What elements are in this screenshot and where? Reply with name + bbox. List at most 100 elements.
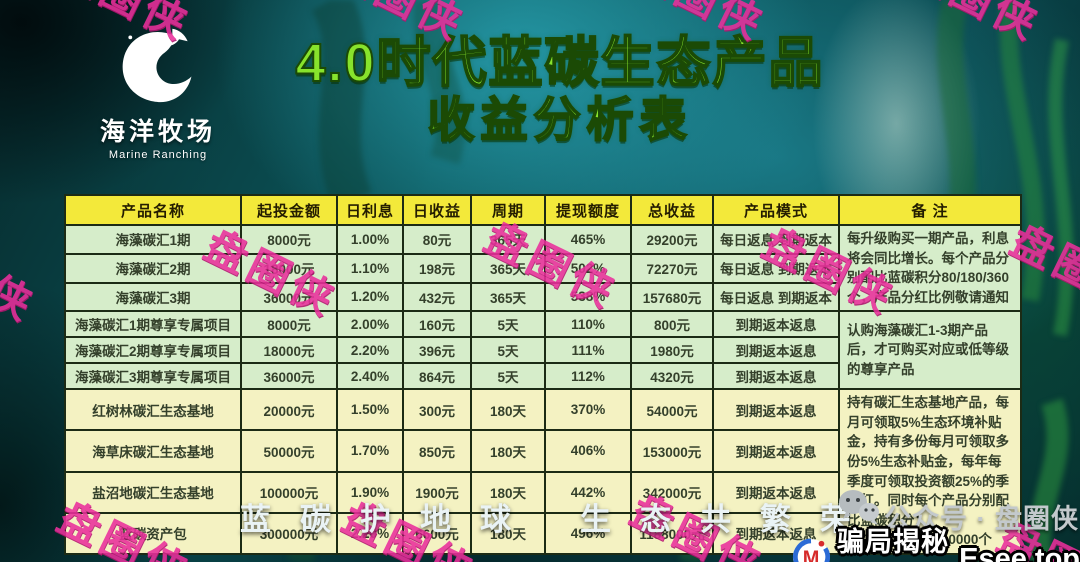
cell-daily: 160元 [402,310,472,339]
table-row: 海藻碳汇3期尊享专属项目 36000元 2.40% 864元 5天 112% 4… [64,362,1021,391]
table-header-row: 产品名称 起投金额 日利息 日收益 周期 提现额度 总收益 产品模式 备 注 [64,194,1022,226]
page-title: 4.0时代蓝碳生态产品 收益分析表 [245,32,875,147]
header-product-name: 产品名称 [64,194,242,226]
cell-name: 海藻碳汇1期尊享专属项目 [64,310,242,339]
cell-rate: 2.20% [336,511,404,555]
cell-name: 海草床碳汇生态基地 [64,429,242,473]
cell-total: 153000元 [630,429,714,473]
cell-mode: 每日返息 到期返本 [712,252,840,284]
cell-amount: 8000元 [240,224,338,255]
cell-rate: 1.10% [336,252,404,284]
cell-mode: 到期返本返息 [712,310,840,339]
marine-ranching-logo: 海洋牧场 Marine Ranching [92,24,224,161]
cell-period: 5天 [470,336,546,365]
header-min-invest: 起投金额 [240,194,338,226]
cell-mode: 到期返本返息 [712,511,840,555]
cell-daily: 432元 [402,281,472,313]
cell-amount: 36000元 [240,281,338,313]
title-line-2: 收益分析表 [427,92,693,147]
cell-name: 红树林碳汇生态基地 [64,388,242,432]
cell-total: 29200元 [630,224,714,255]
cell-period: 180天 [470,429,546,473]
cell-total: 157680元 [630,281,714,313]
cell-mode: 每日返息 到期返本 [712,281,840,313]
site-url[interactable]: Esee.top [959,542,1080,562]
note-cell-group2: 认购海藻碳汇1-3期产品后，才可购买对应或低等级的尊享产品 [838,310,1022,391]
slogan-ecology: 生态共繁荣 [580,502,880,537]
header-withdraw-quota: 提现额度 [544,194,632,226]
cell-daily: 864元 [402,362,472,391]
header-daily-income: 日收益 [402,194,472,226]
cell-mode: 每日返息 到期返本 [712,224,840,255]
cell-mode: 到期返本返息 [712,470,840,514]
cell-rate: 1.90% [336,470,404,514]
cell-amount: 100000元 [240,470,338,514]
cell-mode: 到期返本返息 [712,362,840,391]
cell-quota: 112% [544,362,632,391]
site-name[interactable]: 骗局揭秘网 [837,527,949,557]
logo-subtitle: Marine Ranching [108,149,208,161]
cell-quota: 465% [544,224,632,255]
cell-period: 365天 [470,252,546,284]
slogan-blue-carbon: 蓝碳护地球 [240,502,540,537]
cell-name: 海藻碳汇2期 [64,252,242,284]
title-line-1: 4.0时代蓝碳生态产品 [294,32,825,94]
cell-name: 海藻碳汇3期尊享专属项目 [64,362,242,391]
cell-daily: 80元 [402,224,472,255]
table-row: 盐沼地碳汇生态基地 100000元 1.90% 1900元 180天 442% … [64,470,1021,514]
table-row: 篮碳资产包 300000元 2.20% 6600元 180天 496% 1188… [64,511,1021,555]
cell-daily: 850元 [402,429,472,473]
cell-quota: 406% [544,429,632,473]
header-remarks: 备 注 [838,194,1022,226]
brand-bar: M 骗局揭秘网 Esee.top [792,520,1080,562]
cell-name: 海藻碳汇1期 [64,224,242,255]
cell-period: 180天 [470,470,546,514]
cell-period: 180天 [470,388,546,432]
table-row: 海藻碳汇2期 18000元 1.10% 198元 365天 502% 72270… [64,252,1021,284]
table-row: 海藻碳汇3期 36000元 1.20% 432元 365天 538% 15768… [64,281,1021,313]
cell-total: 1188000元 [630,511,714,555]
cell-name: 海藻碳汇3期 [64,281,242,313]
product-table: 产品名称 起投金额 日利息 日收益 周期 提现额度 总收益 产品模式 备 注 海… [64,194,1022,555]
svg-text:M: M [803,547,820,562]
jm-logo-icon: M [792,537,831,562]
table-row: 海藻碳汇2期尊享专属项目 18000元 2.20% 396元 5天 111% 1… [64,336,1021,365]
cell-daily: 396元 [402,336,472,365]
cell-name: 篮碳资产包 [64,511,242,555]
cell-name: 海藻碳汇2期尊享专属项目 [64,336,242,365]
cell-period: 180天 [470,511,546,555]
header-total-income: 总收益 [630,194,714,226]
cell-total: 54000元 [630,388,714,432]
cell-amount: 300000元 [240,511,338,555]
cell-mode: 到期返本返息 [712,388,840,432]
cell-amount: 50000元 [240,429,338,473]
header-daily-rate: 日利息 [336,194,404,226]
cell-quota: 110% [544,310,632,339]
cell-daily: 300元 [402,388,472,432]
header-period: 周期 [470,194,546,226]
cell-daily: 1900元 [402,470,472,514]
table-row: 红树林碳汇生态基地 20000元 1.50% 300元 180天 370% 54… [64,388,1022,555]
fish-circle-icon [122,28,192,103]
cell-quota: 111% [544,336,632,365]
note-cell-group3: 持有碳汇生态基地产品，每月可领取5%生态环境补贴金，持有多份每月可领取多份5%生… [838,388,1022,555]
logo-title: 海洋牧场 [99,118,216,146]
cell-total: 72270元 [630,252,714,284]
table-row: 海藻碳汇1期尊享专属项目 8000元 2.00% 160元 5天 110% 80… [64,310,1022,391]
cell-quota: 442% [544,470,632,514]
cell-period: 365天 [470,224,546,255]
cell-period: 5天 [470,362,546,391]
cell-rate: 1.70% [336,429,404,473]
cell-period: 365天 [470,281,546,313]
cell-amount: 8000元 [240,310,338,339]
cell-name: 盐沼地碳汇生态基地 [64,470,242,514]
cell-rate: 1.00% [336,224,404,255]
cell-rate: 1.50% [336,388,404,432]
cell-total: 800元 [630,310,714,339]
cell-quota: 502% [544,252,632,284]
cell-total: 4320元 [630,362,714,391]
cell-total: 342000元 [630,470,714,514]
cell-mode: 到期返本返息 [712,336,840,365]
cell-rate: 2.00% [336,310,404,339]
